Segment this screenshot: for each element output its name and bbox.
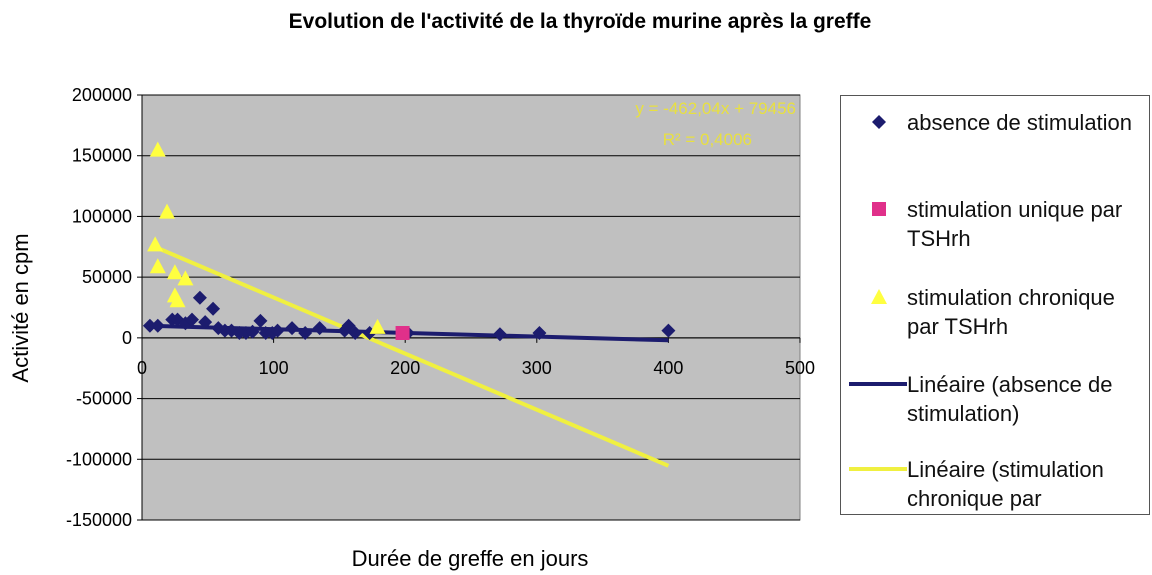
x-tick-label: 400 [653, 358, 683, 378]
legend-symbols [849, 115, 907, 471]
legend-symbol [872, 115, 886, 129]
trend-equation: y = -462,04x + 79456 [635, 99, 796, 118]
x-tick-label: 0 [137, 358, 147, 378]
point [177, 270, 194, 286]
point [147, 236, 164, 252]
y-tick-label: 50000 [82, 267, 132, 287]
point [166, 264, 183, 280]
legend-label: Linéaire (stimulation chronique par [907, 457, 1104, 511]
legend-symbol [872, 202, 886, 216]
trend-r2: R² = 0,4006 [663, 130, 752, 149]
legend-label: stimulation chronique par TSHrh [907, 285, 1115, 339]
legend-label: stimulation unique par TSHrh [907, 197, 1123, 251]
y-tick-label: 200000 [72, 85, 132, 105]
point [532, 326, 547, 340]
y-tick-label: -100000 [66, 449, 132, 469]
point [142, 318, 157, 333]
x-tick-label: 300 [522, 358, 552, 378]
plot-area [141, 94, 801, 521]
point [270, 323, 285, 338]
y-tick-label: -50000 [76, 389, 132, 409]
point [395, 326, 410, 340]
x-tick-label: 200 [390, 358, 420, 378]
point [298, 326, 313, 340]
point [492, 327, 507, 342]
y-tick-label: 100000 [72, 206, 132, 226]
y-tick-label: -150000 [66, 510, 132, 530]
point [149, 141, 166, 157]
point [198, 315, 213, 330]
point [150, 318, 165, 333]
point [285, 321, 300, 336]
legend: absence de stimulation stimulation unique… [840, 95, 1150, 515]
legend-label: absence de stimulation [907, 110, 1133, 135]
x-axis-label: Durée de greffe en jours [352, 546, 589, 571]
point [185, 312, 200, 327]
legend-label: Linéaire (absence de stimulation) [907, 372, 1113, 426]
point [661, 323, 676, 338]
y-tick-label: 0 [122, 328, 132, 348]
x-tick-label: 500 [785, 358, 815, 378]
point [206, 301, 221, 316]
x-tick-label: 100 [259, 358, 289, 378]
point [159, 203, 176, 219]
point [253, 313, 268, 328]
point [169, 292, 186, 308]
y-axis-label: Activité en cpm [8, 233, 33, 382]
y-tick-label: 150000 [72, 146, 132, 166]
point [192, 290, 207, 305]
point [245, 324, 260, 339]
chart-title: Evolution de l'activité de la thyroïde m… [289, 10, 872, 33]
point [348, 326, 363, 340]
point [369, 318, 386, 334]
point [149, 258, 166, 274]
trend-line [151, 244, 670, 468]
point [312, 321, 327, 336]
legend-symbol [871, 289, 887, 304]
